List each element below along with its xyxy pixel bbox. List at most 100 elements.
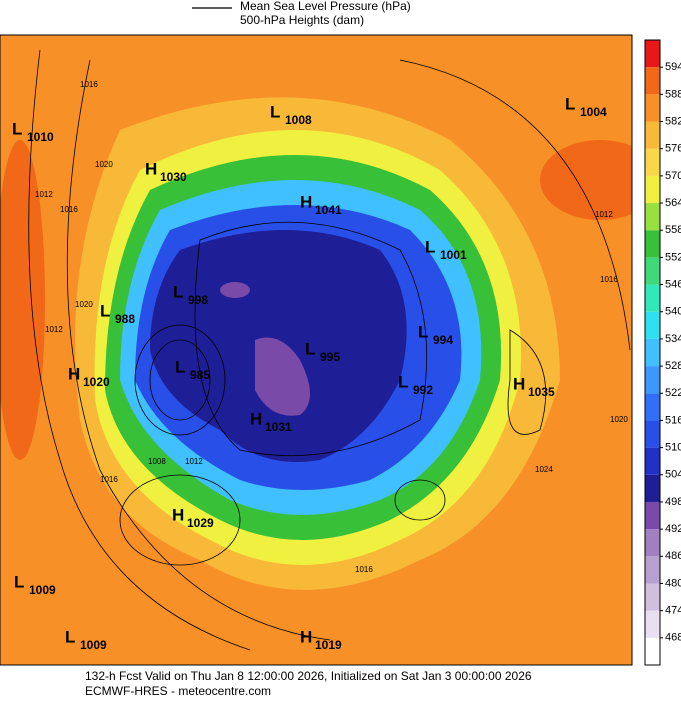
colorbar-label: 588 (665, 88, 681, 100)
colorbar-label: 492 (665, 523, 681, 535)
center-letter: L (305, 339, 315, 358)
center-pressure: 1001 (440, 248, 467, 262)
center-pressure: 1008 (285, 113, 312, 127)
footer-valid: 132-h Fcst Valid on Thu Jan 8 12:00:00 2… (85, 669, 532, 683)
colorbar-band (645, 583, 660, 611)
center-letter: L (565, 94, 575, 113)
center-pressure: 985 (190, 368, 210, 382)
colorbar-label: 516 (665, 414, 681, 426)
colorbar-band (645, 230, 660, 258)
contour-label: 1020 (95, 160, 113, 169)
contour-label: 1012 (185, 457, 203, 466)
center-pressure: 992 (413, 383, 433, 397)
center-pressure: 1031 (265, 420, 292, 434)
colorbar-band (645, 94, 660, 122)
contour-label: 1016 (80, 80, 98, 89)
colorbar-label: 474 (665, 605, 681, 617)
colorbar-band (645, 393, 660, 421)
line-legend: Mean Sea Level Pressure (hPa) (240, 0, 411, 13)
center-letter: L (270, 102, 280, 121)
contour-label: 1024 (535, 465, 553, 474)
contour-label: 1020 (610, 415, 628, 424)
colorbar-label: 480 (665, 577, 681, 589)
center-pressure: 1004 (580, 105, 607, 119)
center-letter: H (145, 159, 157, 178)
contour-label: 1012 (45, 325, 63, 334)
colorbar-band (645, 203, 660, 231)
contour-label: 1016 (60, 205, 78, 214)
center-letter: L (14, 572, 24, 591)
center-letter: H (68, 364, 80, 383)
colorbar-label: 510 (665, 442, 681, 454)
colorbar-band (645, 529, 660, 557)
center-letter: L (65, 627, 75, 646)
center-pressure: 1029 (187, 516, 214, 530)
colorbar-band (645, 284, 660, 312)
contour-label: 1016 (355, 565, 373, 574)
colorbar-label: 564 (665, 197, 681, 209)
colorbar-label: 540 (665, 306, 681, 318)
colorbar-band (645, 311, 660, 339)
colorbar-label: 486 (665, 550, 681, 562)
colorbar-label: 528 (665, 360, 681, 372)
contour-label: 1008 (148, 457, 166, 466)
map-frame (0, 34, 633, 666)
center-pressure: 1020 (83, 375, 110, 389)
center-letter: L (100, 301, 110, 320)
colorbar-label: 576 (665, 143, 681, 155)
center-letter: L (425, 237, 435, 256)
colorbar-label: 582 (665, 115, 681, 127)
center-letter: H (300, 627, 312, 646)
center-pressure: 998 (188, 293, 208, 307)
contour-label: 1016 (100, 475, 118, 484)
colorbar-band (645, 637, 660, 665)
colorbar-label: 570 (665, 170, 681, 182)
center-pressure: 988 (115, 312, 135, 326)
center-letter: L (175, 357, 185, 376)
contour-label: 1016 (600, 275, 618, 284)
colorbar-band (645, 148, 660, 176)
colorbar-label: 558 (665, 224, 681, 236)
colorbar-band (645, 366, 660, 394)
center-letter: H (172, 505, 184, 524)
contour-label: 1012 (595, 210, 613, 219)
center-pressure: 1009 (29, 583, 56, 597)
colorbar-band (645, 121, 660, 149)
colorbar-label: 468 (665, 632, 681, 644)
center-pressure: 994 (433, 333, 453, 347)
center-letter: L (398, 372, 408, 391)
center-letter: L (12, 119, 22, 138)
colorbar-band (645, 556, 660, 584)
contour-label: 1020 (75, 300, 93, 309)
center-letter: L (418, 322, 428, 341)
center-pressure: 995 (320, 350, 340, 364)
footer-source: ECMWF-HRES - meteocentre.com (85, 684, 271, 698)
colorbar-band (645, 67, 660, 95)
center-pressure: 1010 (27, 130, 54, 144)
colorbar-label: 522 (665, 387, 681, 399)
center-pressure: 1009 (80, 638, 107, 652)
colorbar-frame (644, 39, 661, 666)
colorbar-band (645, 501, 660, 530)
colorbar-band (645, 338, 660, 367)
colorbar-band (645, 175, 660, 204)
contour-label: 1012 (35, 190, 53, 199)
colorbar-label: 552 (665, 251, 681, 263)
center-letter: L (173, 282, 183, 301)
fill-legend: 500-hPa Heights (dam) (240, 13, 364, 27)
center-pressure: 1041 (315, 203, 342, 217)
colorbar-label: 498 (665, 496, 681, 508)
map (0, 35, 632, 665)
colorbar-band (645, 447, 660, 475)
center-letter: H (300, 192, 312, 211)
center-pressure: 1030 (160, 170, 187, 184)
colorbar-label: 546 (665, 278, 681, 290)
colorbar-label: 594 (665, 61, 681, 73)
center-pressure: 1019 (315, 638, 342, 652)
center-letter: H (513, 374, 525, 393)
center-pressure: 1035 (528, 385, 555, 399)
colorbar-band (645, 420, 660, 448)
colorbar-band (645, 610, 660, 638)
colorbar-band (645, 257, 660, 285)
